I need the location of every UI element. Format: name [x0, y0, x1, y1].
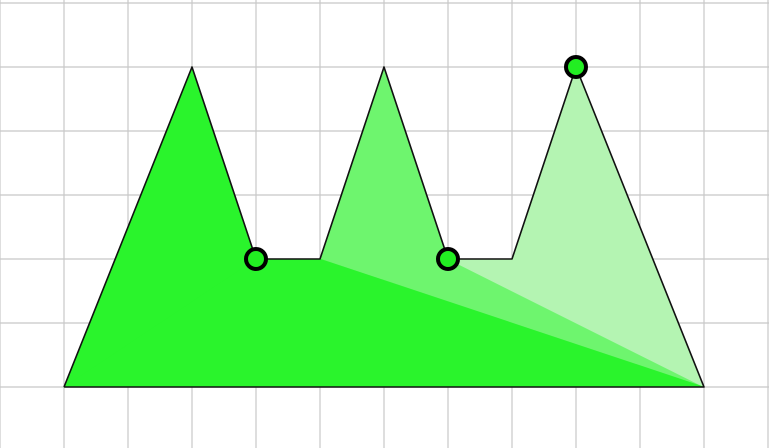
vertex-handle-left[interactable] — [244, 247, 268, 271]
vertex-handle-top[interactable] — [564, 55, 588, 79]
vertex-handles — [244, 55, 588, 271]
polygon-regions — [63, 66, 705, 388]
polygon-outline — [63, 66, 705, 388]
vertex-handle-middle[interactable] — [436, 247, 460, 271]
